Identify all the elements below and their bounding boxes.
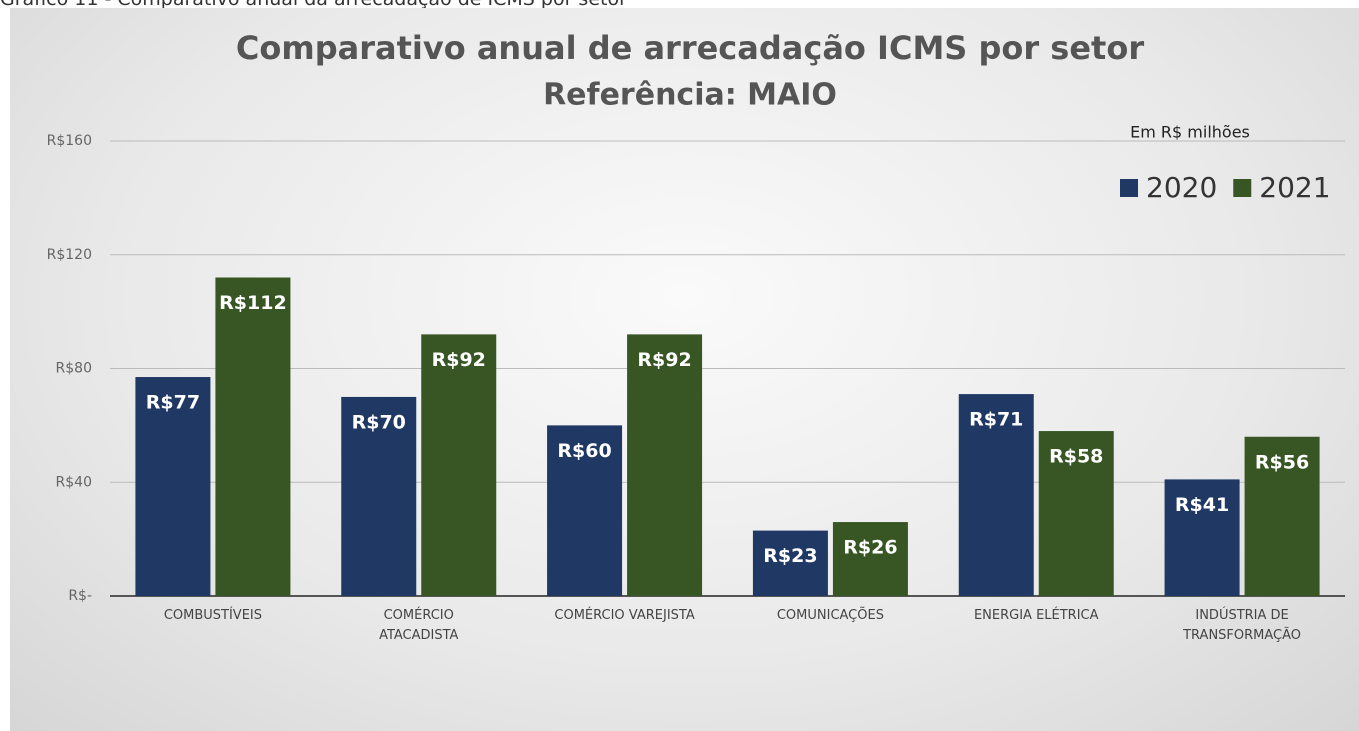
bar [215, 277, 291, 596]
y-tick-label: R$160 [47, 133, 92, 149]
bar [1244, 436, 1320, 596]
bar [341, 396, 417, 596]
chart-subtitle: Referência: MAIO [543, 78, 837, 113]
x-tick-label: COMÉRCIO VAREJISTA [554, 608, 695, 623]
data-label: R$92 [432, 349, 486, 371]
data-label: R$77 [146, 392, 200, 414]
x-tick-label: COMUNICAÇÕES [776, 608, 884, 623]
bar [1164, 479, 1240, 596]
legend-swatch [1233, 179, 1252, 197]
bar [627, 334, 703, 596]
data-label: R$70 [352, 411, 406, 433]
data-label: R$23 [763, 545, 817, 567]
x-tick-label: ENERGIA ELÉTRICA [973, 608, 1099, 623]
caption: Gráfico 11 - Comparativo anual da arreca… [0, 0, 627, 10]
unit-note: Em R$ milhões [1130, 123, 1250, 142]
data-label: R$60 [557, 440, 611, 462]
x-tick-label: COMÉRCIO ATACADISTA [379, 608, 459, 643]
bar [752, 530, 828, 596]
data-label: R$26 [843, 537, 897, 559]
bar [1038, 431, 1114, 596]
data-label: R$71 [969, 409, 1023, 431]
x-tick-label: INDÚSTRIA DE TRANSFORMAÇÃO [1183, 608, 1302, 643]
chart-title: Comparativo anual de arrecadação ICMS po… [236, 29, 1144, 67]
x-tick-label: COMBUSTÍVEIS [163, 608, 262, 623]
bar [547, 425, 623, 596]
y-tick-label: R$40 [56, 474, 92, 490]
data-label: R$41 [1175, 494, 1229, 516]
legend-label: 2021 [1259, 171, 1330, 204]
bar [421, 334, 497, 596]
data-label: R$92 [637, 349, 691, 371]
y-tick-label: R$120 [47, 247, 92, 263]
bar [832, 522, 908, 596]
data-label: R$58 [1049, 446, 1103, 468]
data-label: R$56 [1255, 451, 1309, 473]
data-label: R$112 [219, 292, 287, 314]
y-tick-label: R$- [68, 588, 92, 604]
bar [958, 394, 1034, 596]
legend-swatch [1120, 179, 1138, 197]
y-tick-label: R$80 [56, 361, 92, 377]
bar [135, 377, 211, 596]
legend-label: 2020 [1146, 171, 1217, 204]
